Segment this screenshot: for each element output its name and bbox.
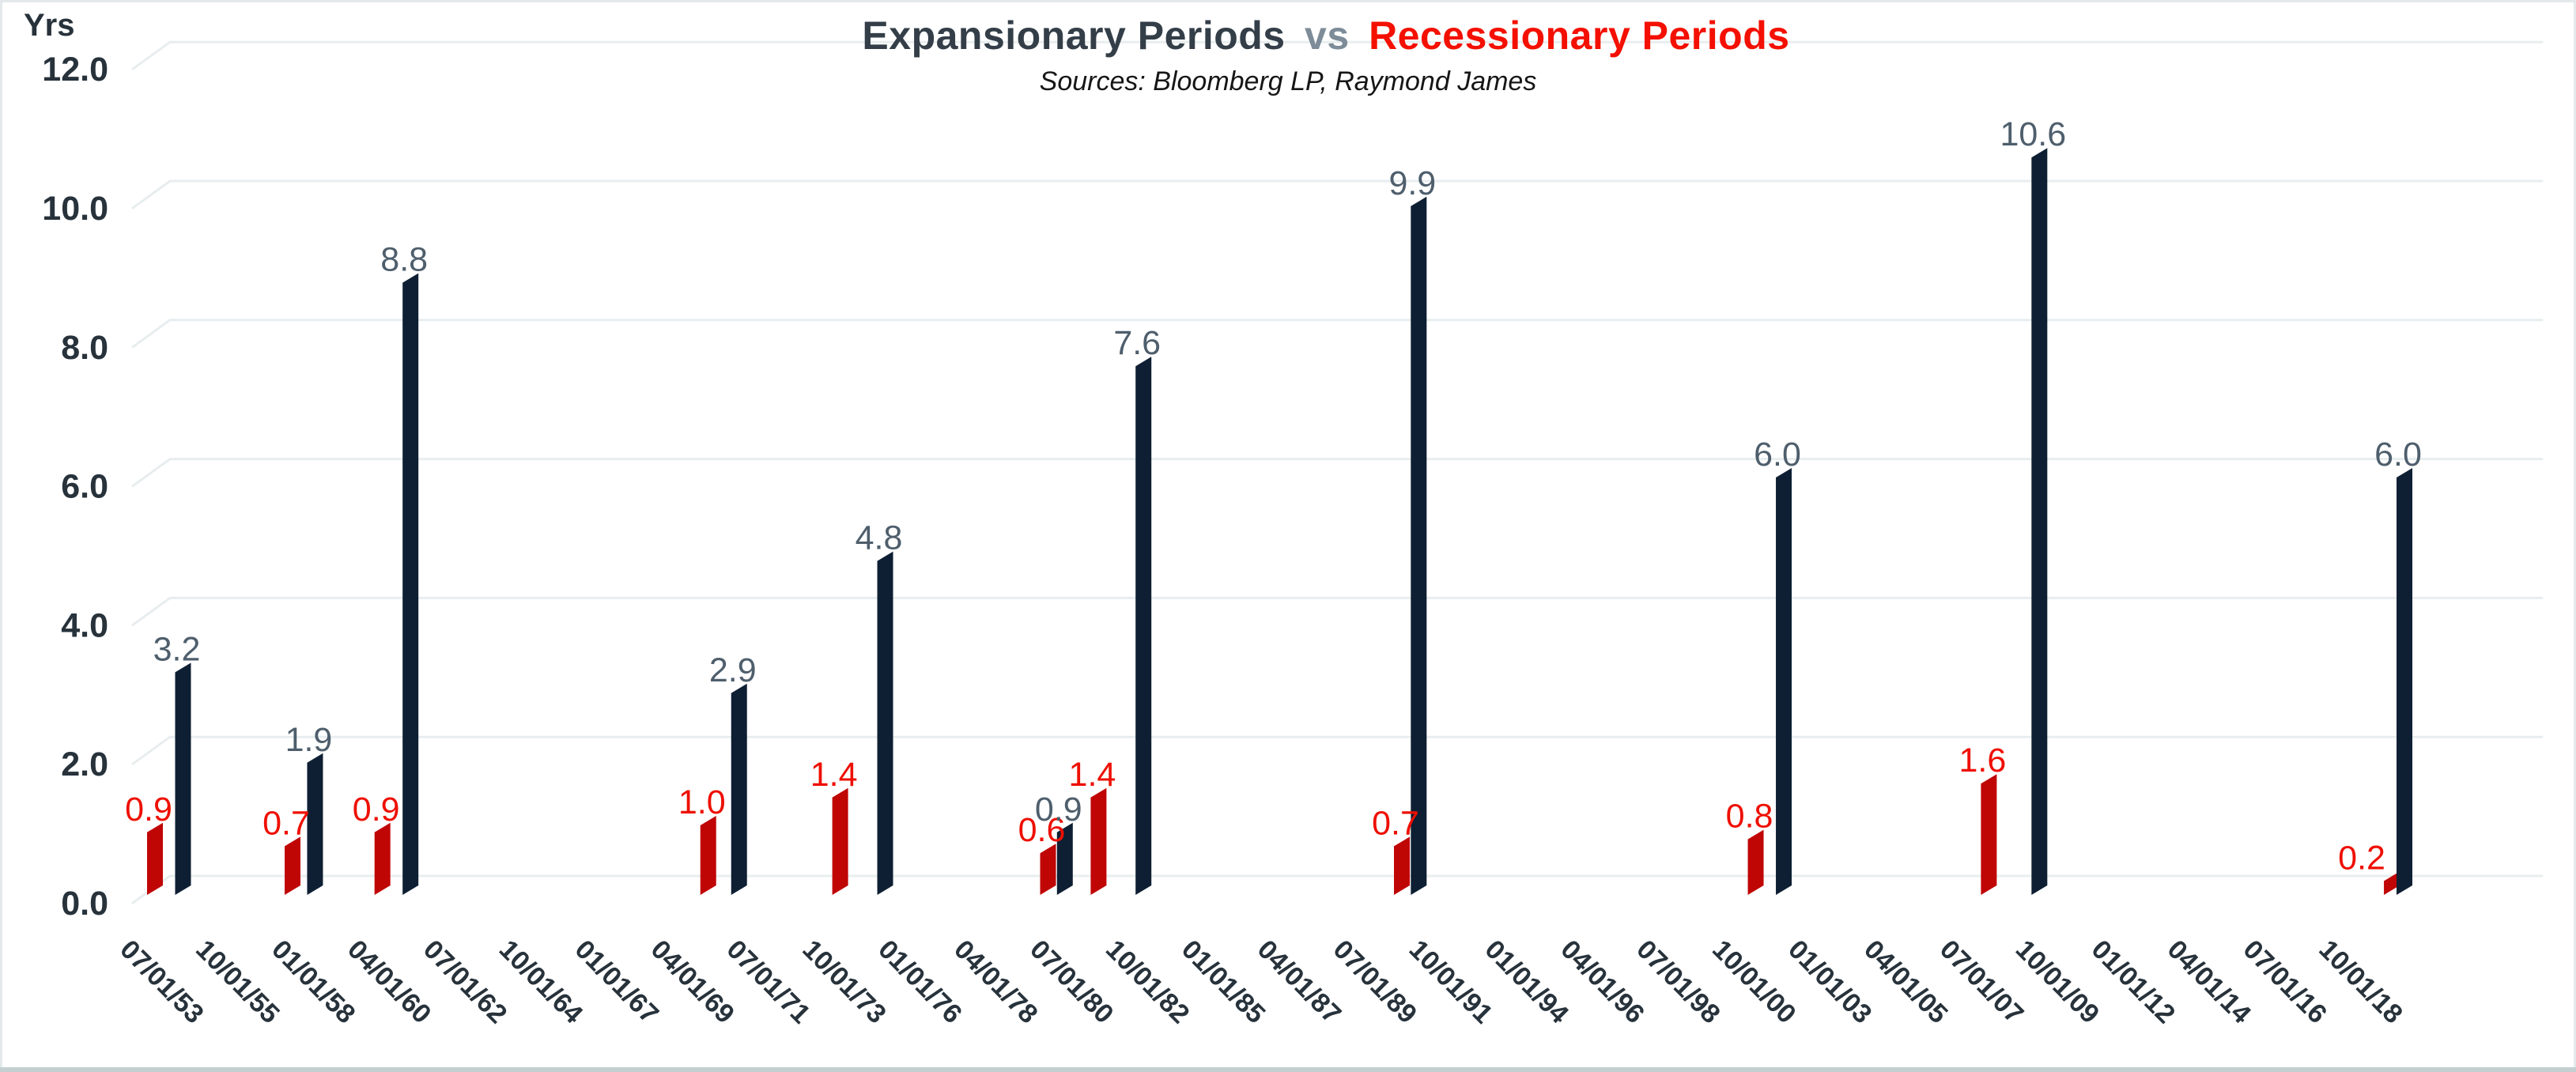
recession-bar (1981, 774, 1997, 895)
recession-bar (1747, 829, 1764, 895)
expansion-value-label: 7.6 (1113, 324, 1161, 362)
x-axis-tick-label: 04/01/87 (1252, 934, 1347, 1029)
expansion-value-label: 4.8 (856, 519, 903, 557)
expansion-bar (2397, 468, 2413, 895)
expansion-bar (1135, 357, 1152, 895)
x-axis-tick-label: 07/01/98 (1630, 934, 1725, 1029)
recession-value-label: 0.2 (2338, 839, 2385, 877)
expansion-value-label: 2.9 (709, 651, 757, 689)
expansion-bar (877, 551, 893, 895)
x-axis-tick-label: 01/01/67 (569, 934, 664, 1029)
x-axis-tick-label: 10/01/91 (1403, 934, 1498, 1029)
y-axis-tick-label: 8.0 (61, 329, 108, 367)
x-axis-tick-label: 04/01/78 (948, 934, 1043, 1029)
x-axis-tick-label: 10/01/64 (493, 934, 589, 1030)
x-axis-tick-label: 04/01/60 (342, 934, 436, 1029)
x-axis-tick-label: 10/01/55 (190, 934, 285, 1029)
recession-value-label: 0.9 (353, 791, 400, 829)
expansion-bar (1056, 822, 1073, 895)
x-axis-tick-label: 07/01/89 (1328, 934, 1422, 1029)
recession-bar (832, 787, 848, 895)
gridline (131, 40, 2544, 70)
recession-bar (2384, 871, 2400, 895)
expansion-bar (307, 753, 323, 895)
y-axis-title: Yrs (24, 8, 75, 43)
expansion-bar (1411, 196, 1427, 896)
expansion-value-label: 1.9 (285, 721, 333, 759)
expansion-value-label: 6.0 (2374, 436, 2422, 474)
x-axis-tick-label: 10/01/09 (2010, 934, 2105, 1029)
recession-value-label: 0.9 (125, 791, 172, 829)
recession-bar (147, 822, 163, 895)
recession-bar (1394, 836, 1411, 895)
gridline (131, 319, 2544, 349)
y-axis-tick-label: 12.0 (42, 51, 108, 89)
recession-bar (285, 836, 301, 895)
bottom-rule (0, 1067, 2576, 1072)
x-axis-tick-label: 04/01/05 (1858, 934, 1953, 1029)
x-axis-tick-label: 04/01/14 (2162, 934, 2257, 1030)
x-axis-tick-label: 10/01/82 (1100, 934, 1195, 1029)
y-axis-tick-label: 4.0 (61, 606, 108, 644)
expansion-bar (731, 683, 747, 895)
expansion-value-label: 10.6 (2000, 115, 2066, 153)
gridline (131, 735, 2544, 765)
expansion-value-label: 6.0 (1754, 436, 1801, 474)
gridline (131, 458, 2544, 488)
x-axis-tick-label: 10/01/00 (1706, 934, 1801, 1029)
recession-value-label: 0.7 (1372, 804, 1419, 842)
gridline (131, 179, 2544, 209)
x-axis-tick-label: 07/01/80 (1024, 934, 1119, 1029)
x-axis-tick-label: 04/01/96 (1554, 934, 1649, 1029)
x-axis-tick-label: 07/01/53 (114, 934, 209, 1029)
recession-value-label: 0.8 (1726, 798, 1773, 836)
recession-value-label: 1.4 (1069, 756, 1116, 794)
recession-bar (374, 822, 391, 895)
expansion-bar (2031, 148, 2048, 895)
y-axis-tick-label: 10.0 (42, 190, 108, 228)
recession-value-label: 0.7 (263, 804, 310, 842)
expansion-value-label: 3.2 (153, 630, 201, 668)
recession-bar (1090, 787, 1107, 895)
y-axis-tick-label: 2.0 (61, 745, 108, 783)
x-axis-tick-label: 01/01/94 (1479, 934, 1575, 1030)
recession-bar (1040, 844, 1056, 895)
expansion-value-label: 8.8 (380, 241, 428, 279)
expansion-bar (1776, 468, 1792, 895)
expansion-value-label: 0.9 (1035, 791, 1082, 829)
x-axis-tick-label: 07/01/07 (1934, 934, 2029, 1029)
y-axis-tick-label: 0.0 (61, 885, 108, 923)
y-axis-tick-label: 6.0 (61, 468, 108, 506)
x-axis-tick-label: 10/01/73 (796, 934, 891, 1029)
gridline (131, 596, 2544, 626)
x-axis-tick-label: 01/01/76 (872, 934, 967, 1029)
x-axis-tick-label: 01/01/58 (266, 934, 361, 1029)
x-axis-tick-label: 07/01/62 (417, 934, 512, 1029)
x-axis-tick-label: 10/01/18 (2313, 934, 2408, 1029)
recession-value-label: 0.6 (1018, 811, 1066, 849)
recession-value-label: 1.6 (1959, 742, 2007, 779)
x-axis-tick-label: 01/01/85 (1176, 934, 1271, 1029)
recession-value-label: 1.0 (678, 783, 726, 821)
expansion-value-label: 9.9 (1388, 164, 1436, 202)
x-axis-tick-label: 04/01/69 (645, 934, 740, 1029)
recession-value-label: 1.4 (810, 756, 858, 794)
expansion-bar (175, 662, 191, 895)
x-axis-tick-label: 07/01/16 (2238, 934, 2332, 1029)
expansion-bar (402, 273, 419, 896)
recession-bar (700, 816, 716, 895)
x-axis-tick-label: 01/01/12 (2086, 934, 2181, 1029)
x-axis-tick-label: 01/01/03 (1782, 934, 1877, 1029)
x-axis-tick-label: 07/01/71 (721, 934, 816, 1029)
gridline (131, 874, 2544, 904)
